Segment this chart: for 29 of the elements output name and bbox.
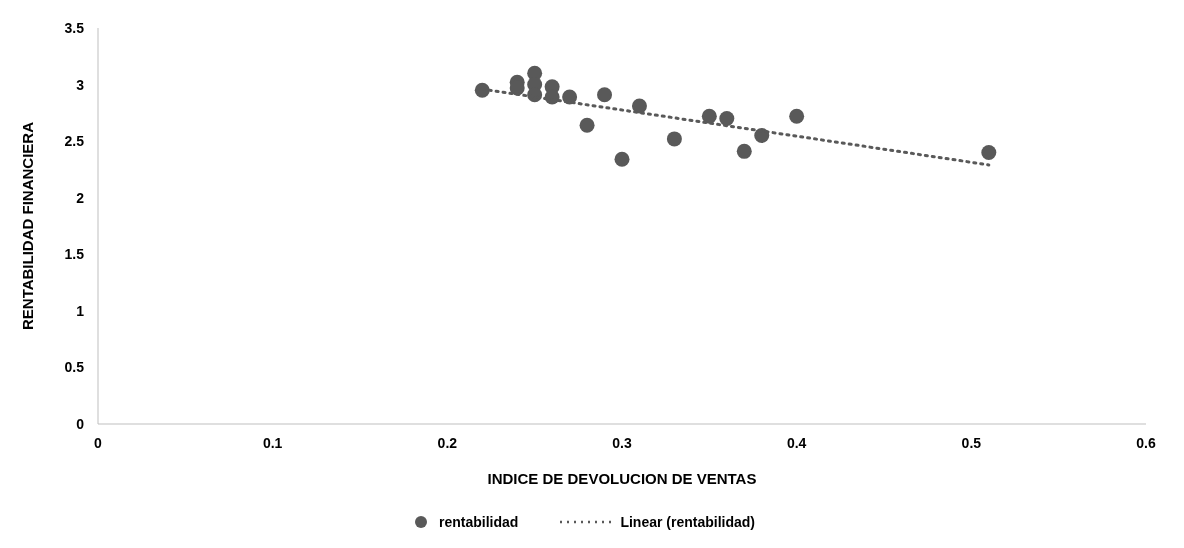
y-tick-label: 2 [76,189,85,206]
x-tick-label: 0.3 [612,434,632,451]
x-tick-label: 0.4 [786,434,807,451]
y-axis-title: RENTABILIDAD FINANCIERA [19,121,37,331]
point [701,108,717,124]
point [579,117,595,133]
point [789,108,805,124]
y-tick-label: 1 [76,302,85,319]
x-tick-label: 0 [94,434,103,451]
y-tick-label: 2.5 [64,133,85,150]
y-tick-label: 3 [76,76,85,93]
y-tick-label: 3.5 [64,19,85,36]
x-tick-label: 0.6 [1136,434,1156,451]
x-tick-label: 0.5 [961,434,982,451]
x-tick-label: 0.1 [262,434,283,451]
point [981,144,997,160]
point [614,151,630,167]
point [736,143,752,159]
y-tick-label: 0 [76,415,85,432]
point [719,111,735,127]
point [666,131,682,147]
point [597,87,613,103]
y-tick-label: 0.5 [64,359,85,376]
y-tick-label: 1.5 [64,246,85,263]
x-axis-title: INDICE DE DEVOLUCION DE VENTAS [487,470,757,487]
point [631,98,647,114]
legend-label: Linear (rentabilidad) [620,514,755,530]
x-tick-label: 0.2 [437,434,458,451]
legend-label: rentabilidad [439,514,519,530]
